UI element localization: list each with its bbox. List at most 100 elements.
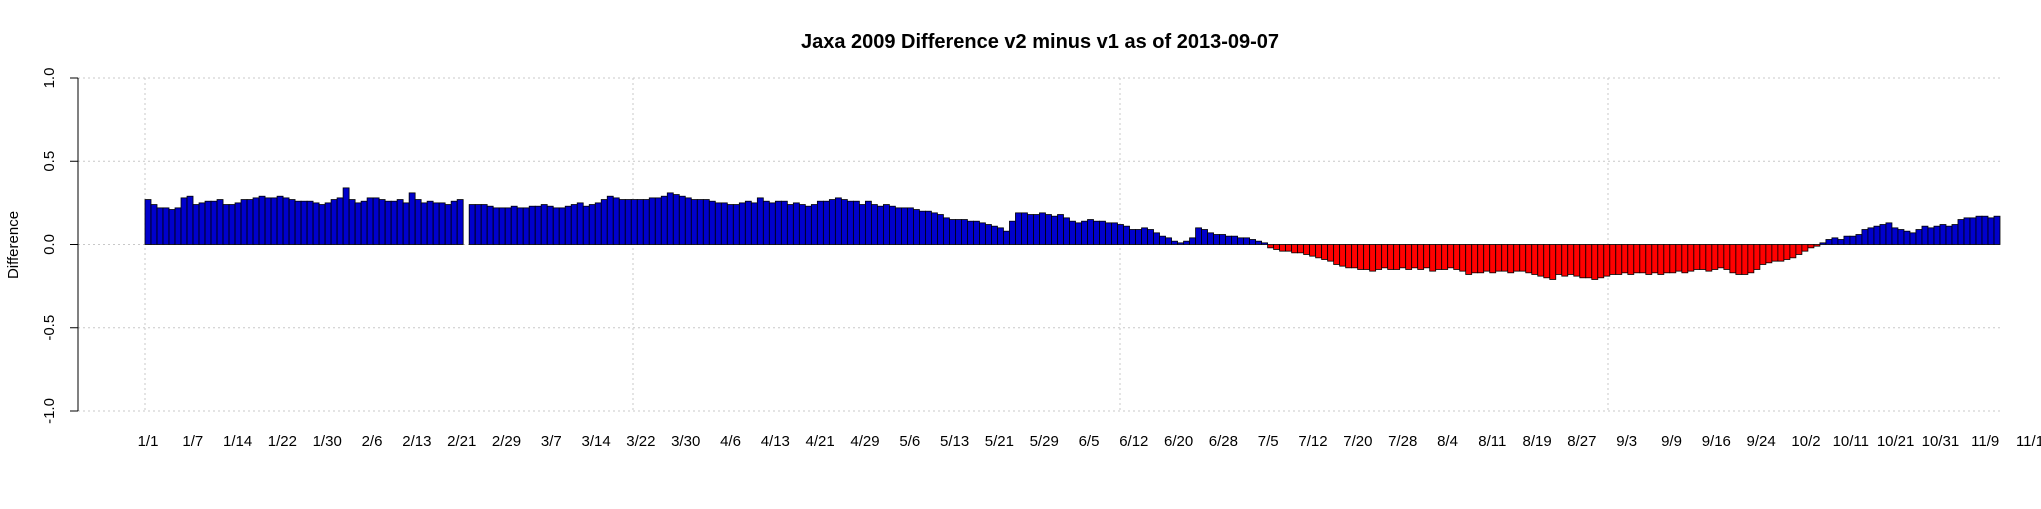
bar <box>480 204 488 245</box>
bar <box>1285 244 1293 252</box>
bar <box>1615 244 1623 275</box>
bar <box>720 202 728 245</box>
bar <box>1237 237 1244 245</box>
bar <box>288 199 296 245</box>
bar <box>1291 244 1299 254</box>
bar <box>1591 244 1599 280</box>
bar <box>889 205 896 245</box>
x-tick-label: 10/21 <box>1877 433 1915 450</box>
bar <box>180 197 188 245</box>
bar <box>1825 239 1833 245</box>
bar <box>1657 244 1665 275</box>
bar <box>312 202 320 245</box>
bar <box>991 225 998 245</box>
bar <box>666 192 674 245</box>
x-tick-label: 1/22 <box>268 433 297 450</box>
bar <box>804 205 812 245</box>
bar <box>438 202 446 245</box>
bar <box>840 199 848 245</box>
bar <box>1423 244 1431 269</box>
bar <box>985 224 992 245</box>
x-tick-label: 9/3 <box>1616 433 1637 450</box>
bar <box>1849 235 1857 245</box>
bar <box>144 199 152 245</box>
x-tick-label: 9/24 <box>1746 433 1775 450</box>
x-tick-label: 5/29 <box>1030 433 1059 450</box>
x-tick-label: 4/29 <box>850 433 879 450</box>
bar <box>1339 244 1347 267</box>
bar <box>1075 222 1082 245</box>
bar <box>252 197 260 245</box>
bar <box>516 207 524 245</box>
bar <box>540 204 548 245</box>
bar <box>919 210 926 245</box>
bar <box>1315 244 1323 259</box>
x-tick-label: 1/30 <box>313 433 342 450</box>
x-tick-label: 5/21 <box>985 433 1014 450</box>
bar <box>1981 215 1989 245</box>
bar <box>1501 244 1509 272</box>
bar <box>876 205 884 245</box>
bar <box>378 199 386 245</box>
bar <box>426 200 434 245</box>
bar <box>1837 239 1845 245</box>
bar <box>1141 227 1148 245</box>
bar <box>973 220 980 245</box>
bar <box>870 204 878 245</box>
bar <box>450 200 458 245</box>
bar <box>1843 235 1851 245</box>
bar <box>276 195 284 245</box>
bar <box>792 202 800 245</box>
x-tick-label: 6/5 <box>1079 433 1100 450</box>
bar <box>1705 244 1713 272</box>
bar <box>1597 244 1605 279</box>
bar <box>1759 244 1767 265</box>
bar <box>1531 244 1539 275</box>
bar <box>1891 227 1899 245</box>
bar <box>1219 234 1226 245</box>
bar <box>1345 244 1353 269</box>
x-tick-label: 6/20 <box>1164 433 1193 450</box>
bar <box>618 199 626 245</box>
bar <box>895 207 902 245</box>
bar <box>1975 215 1983 245</box>
x-tick-label: 1/1 <box>138 433 159 450</box>
bar <box>1525 244 1533 274</box>
bar <box>1261 242 1268 245</box>
bar <box>1639 244 1647 274</box>
bar <box>510 205 518 245</box>
bar <box>852 200 860 245</box>
bar <box>1441 244 1449 270</box>
bar <box>318 204 326 245</box>
bar <box>726 204 734 245</box>
bar <box>1435 244 1443 270</box>
bar <box>1027 214 1034 245</box>
bar <box>1069 220 1076 245</box>
bar <box>1207 232 1214 245</box>
bar <box>1549 244 1557 280</box>
bar <box>474 204 482 245</box>
bar <box>258 195 266 245</box>
bar <box>714 202 722 245</box>
x-tick-label: 8/11 <box>1478 433 1506 450</box>
x-tick-label: 2/29 <box>492 433 521 450</box>
bar <box>901 207 908 245</box>
bar <box>1663 244 1671 274</box>
bar <box>1495 244 1503 272</box>
bar <box>1105 222 1112 245</box>
bar <box>588 204 596 245</box>
bar <box>240 199 248 245</box>
x-tick-label: 7/5 <box>1258 433 1279 450</box>
bar <box>1783 244 1791 260</box>
bar <box>738 202 746 245</box>
bar <box>1321 244 1329 260</box>
bar <box>1585 244 1593 279</box>
bar <box>1063 217 1070 245</box>
bar <box>1099 220 1106 245</box>
bar <box>660 195 668 245</box>
bar <box>702 199 710 245</box>
bar <box>1813 244 1821 247</box>
bar <box>1303 244 1311 255</box>
bar <box>1621 244 1629 274</box>
bar <box>1765 244 1773 264</box>
